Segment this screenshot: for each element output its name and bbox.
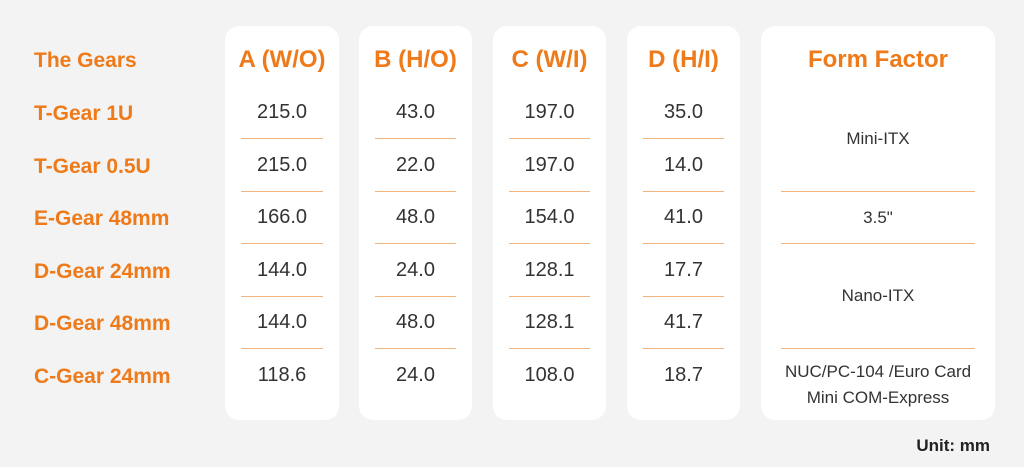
cell-d-row4: 17.7: [643, 244, 724, 297]
cell-b-row1: 43.0: [375, 86, 456, 139]
column-b-card: B (H/O) 43.0 22.0 48.0 24.0 48.0 24.0: [359, 26, 472, 420]
cell-b-row6: 24.0: [396, 364, 435, 386]
cell-a-row1: 215.0: [241, 86, 323, 139]
row-label-c-gear-24mm: C-Gear 24mm: [34, 365, 171, 388]
form-factor-card: Form Factor Mini-ITX 3.5" Nano-ITX NUC/P…: [761, 26, 995, 420]
cell-b-row5: 48.0: [375, 296, 456, 349]
cell-d-row6: 18.7: [664, 364, 703, 386]
column-a-card: A (W/O) 215.0 215.0 166.0 144.0 144.0 11…: [225, 26, 339, 420]
row-label-t-gear-0-5u: T-Gear 0.5U: [34, 155, 151, 178]
cell-d-row5: 41.7: [643, 296, 724, 349]
cell-d-row1: 35.0: [643, 86, 724, 139]
form-factor-nuc-group: NUC/PC-104 /Euro Card Mini COM-Express: [761, 359, 995, 411]
cell-a-row2: 215.0: [241, 139, 323, 192]
cell-d-row3: 41.0: [643, 191, 724, 244]
cell-a-row3: 166.0: [241, 191, 323, 244]
column-c-header: C (W/I): [511, 46, 588, 73]
column-a-header: A (W/O): [238, 46, 326, 73]
cell-c-row5: 128.1: [509, 296, 590, 349]
form-factor-nano-itx: Nano-ITX: [781, 244, 975, 349]
cell-a-row4: 144.0: [241, 244, 323, 297]
cell-a-row6: 118.6: [257, 364, 307, 386]
form-factor-header: Form Factor: [807, 46, 948, 73]
cell-c-row4: 128.1: [509, 244, 590, 297]
cell-c-row3: 154.0: [509, 191, 590, 244]
column-d-header: D (H/I): [648, 46, 719, 73]
cell-b-row2: 22.0: [375, 139, 456, 192]
cell-b-row3: 48.0: [375, 191, 456, 244]
row-label-e-gear-48mm: E-Gear 48mm: [34, 207, 170, 230]
cell-b-row4: 24.0: [375, 244, 456, 297]
form-factor-3-5-inch: 3.5": [781, 192, 975, 244]
column-c-card: C (W/I) 197.0 197.0 154.0 128.1 128.1 10…: [493, 26, 606, 420]
column-b-header: B (H/O): [374, 46, 457, 73]
form-factor-nuc-line2: Mini COM-Express: [806, 388, 950, 407]
cell-c-row2: 197.0: [509, 139, 590, 192]
column-d-card: D (H/I) 35.0 14.0 41.0 17.7 41.7 18.7: [627, 26, 740, 420]
cell-c-row6: 108.0: [524, 364, 575, 386]
unit-label: Unit: mm: [916, 436, 990, 455]
form-factor-mini-itx: Mini-ITX: [781, 86, 975, 192]
row-label-d-gear-48mm: D-Gear 48mm: [34, 312, 171, 335]
row-label-d-gear-24mm: D-Gear 24mm: [34, 260, 171, 283]
form-factor-nuc-line1: NUC/PC-104 /Euro Card: [784, 362, 972, 381]
cell-a-row5: 144.0: [241, 296, 323, 349]
row-label-t-gear-1u: T-Gear 1U: [34, 102, 134, 125]
cell-d-row2: 14.0: [643, 139, 724, 192]
cell-c-row1: 197.0: [509, 86, 590, 139]
corner-label: The Gears: [34, 49, 137, 72]
